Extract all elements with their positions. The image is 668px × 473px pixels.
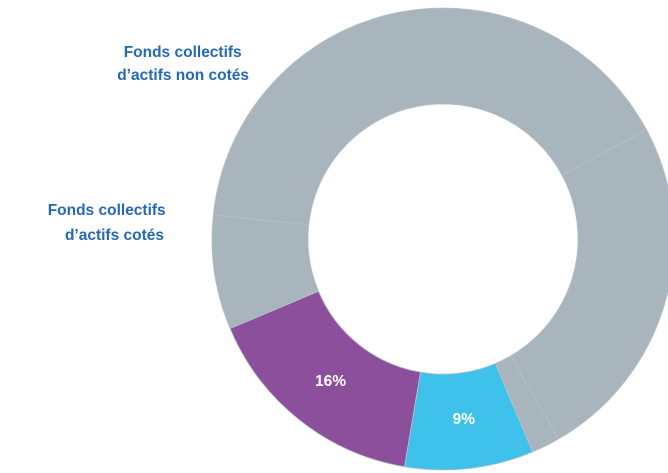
slice-labels: 9% 16%	[315, 373, 475, 428]
callout-listed-funds-line-2: d’actifs cotés	[65, 227, 164, 244]
callout-unlisted-funds-line-1: Fonds collectifs	[124, 44, 242, 61]
slice-value-label-4: 16%	[315, 373, 346, 390]
slice-value-label-3: 9%	[453, 411, 476, 428]
donut-slice-1	[509, 129, 668, 440]
donut-slice-5	[211, 214, 320, 330]
callout-unlisted-funds-line-2: d’actifs non cotés	[117, 67, 249, 84]
callout-listed-funds-line-1: Fonds collectifs	[48, 202, 166, 219]
callout-listed-funds: Fonds collectifs d’actifs cotés	[48, 202, 170, 244]
donut-slice-0	[212, 7, 648, 226]
callout-unlisted-funds: Fonds collectifs d’actifs non cotés	[117, 44, 249, 84]
donut-slices	[211, 7, 668, 471]
